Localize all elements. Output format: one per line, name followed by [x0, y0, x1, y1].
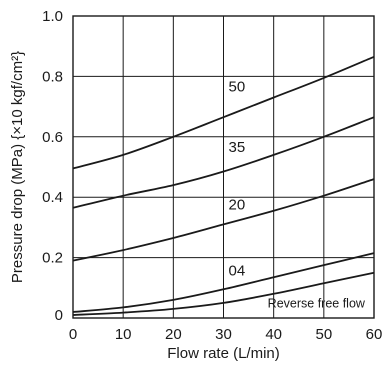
y-tick-label: 0.8 [42, 68, 63, 85]
y-tick-label: 0 [55, 307, 63, 324]
x-tick-label: 10 [115, 326, 132, 343]
x-tick-label: 60 [366, 326, 383, 343]
curve-label-04: 04 [229, 263, 246, 280]
y-tick-label: 1.0 [42, 8, 63, 25]
x-tick-label: 50 [315, 326, 332, 343]
y-axis-title: Pressure drop (MPa) {×10 kgf/cm²} [9, 51, 26, 283]
curve-label-50: 50 [229, 79, 246, 96]
chart-curves [72, 55, 375, 316]
x-axis-title: Flow rate (L/min) [167, 345, 280, 362]
series-line-20 [72, 178, 375, 262]
series-line-50 [72, 55, 375, 170]
x-tick-label: 20 [165, 326, 182, 343]
series-line-04 [72, 252, 375, 313]
series-line-reverse-free-flow [72, 271, 375, 316]
x-tick-label: 30 [215, 326, 232, 343]
x-tick-label: 40 [265, 326, 282, 343]
y-tick-label: 0.6 [42, 129, 63, 146]
x-tick-label: 0 [69, 326, 77, 343]
chart-grid [73, 16, 374, 318]
curve-label-20: 20 [229, 196, 246, 213]
chart-labels: 0 10 20 30 40 50 60 0 0.2 0.4 0.6 0.8 1.0 50 35 20 04 Rev… [42, 8, 382, 343]
reverse-free-flow-label: Reverse free flow [268, 296, 366, 310]
curve-label-35: 35 [229, 139, 246, 156]
series-line-35 [72, 116, 375, 209]
y-tick-label: 0.4 [42, 189, 63, 206]
y-tick-label: 0.2 [42, 250, 63, 267]
plot-frame [72, 15, 375, 319]
